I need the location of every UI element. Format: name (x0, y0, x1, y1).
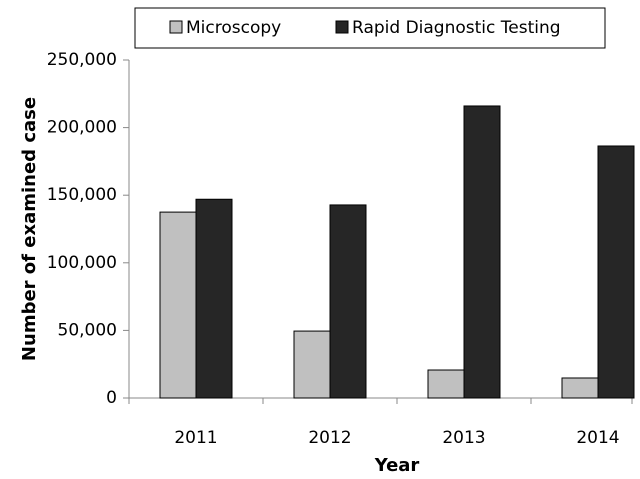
x-tick-label: 2011 (174, 428, 217, 448)
y-tick-label: 250,000 (47, 50, 117, 70)
legend-label: Microscopy (186, 18, 281, 38)
x-axis-title: Year (374, 455, 420, 476)
bar (293, 330, 331, 399)
legend-box (134, 7, 606, 49)
y-tick-label: 100,000 (47, 253, 117, 273)
x-tick-label: 2012 (308, 428, 351, 448)
legend-swatch (335, 20, 349, 34)
legend-swatch (169, 20, 183, 34)
y-tick-label: 200,000 (47, 118, 117, 138)
bar (159, 211, 197, 399)
bar (463, 105, 501, 399)
bar (195, 198, 233, 399)
bar (427, 369, 465, 399)
x-tick-label: 2013 (442, 428, 485, 448)
y-tick-label: 50,000 (58, 320, 117, 340)
y-axis-title: Number of examined case (19, 97, 40, 361)
bar (561, 377, 599, 399)
bar (597, 145, 635, 399)
x-tick-label: 2014 (576, 428, 619, 448)
legend-label: Rapid Diagnostic Testing (352, 18, 561, 38)
y-tick-label: 150,000 (47, 185, 117, 205)
y-tick-label: 0 (106, 388, 117, 408)
bar (329, 204, 367, 399)
